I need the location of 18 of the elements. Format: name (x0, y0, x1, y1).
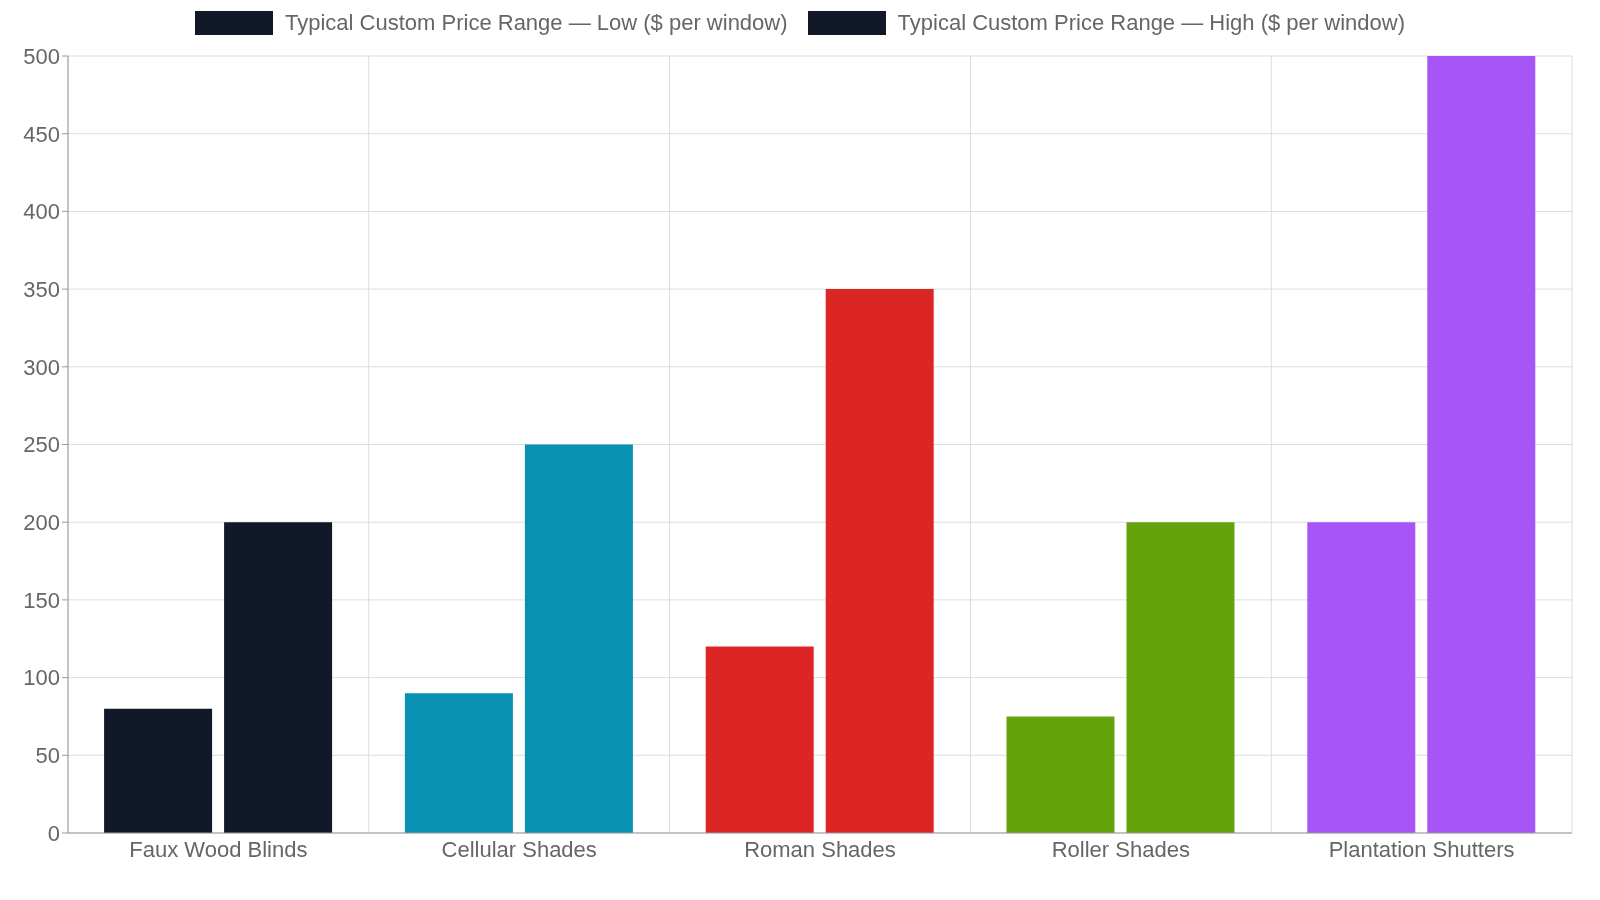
y-tick-label: 350 (23, 276, 60, 302)
x-tick-label: Faux Wood Blinds (129, 836, 308, 862)
y-tick-label: 500 (23, 43, 60, 69)
y-tick-label: 200 (23, 510, 60, 536)
y-tick-label: 100 (23, 665, 60, 691)
y-tick-label: 150 (23, 587, 60, 613)
y-tick-label: 400 (23, 199, 60, 225)
x-tick-label: Cellular Shades (441, 836, 597, 862)
y-tick-label: 0 (47, 820, 60, 846)
x-tick-label: Roller Shades (1051, 836, 1190, 862)
y-tick-label: 300 (23, 354, 60, 380)
y-tick-label: 450 (23, 121, 60, 147)
y-tick-label: 50 (35, 743, 60, 769)
x-tick-label: Roman Shades (744, 836, 896, 862)
y-tick-label: 250 (23, 432, 60, 458)
legend-label: Typical Custom Price Range — High ($ per window) (897, 10, 1405, 36)
legend-label: Typical Custom Price Range — Low ($ per window) (285, 10, 788, 36)
x-tick-label: Plantation Shutters (1328, 836, 1515, 862)
